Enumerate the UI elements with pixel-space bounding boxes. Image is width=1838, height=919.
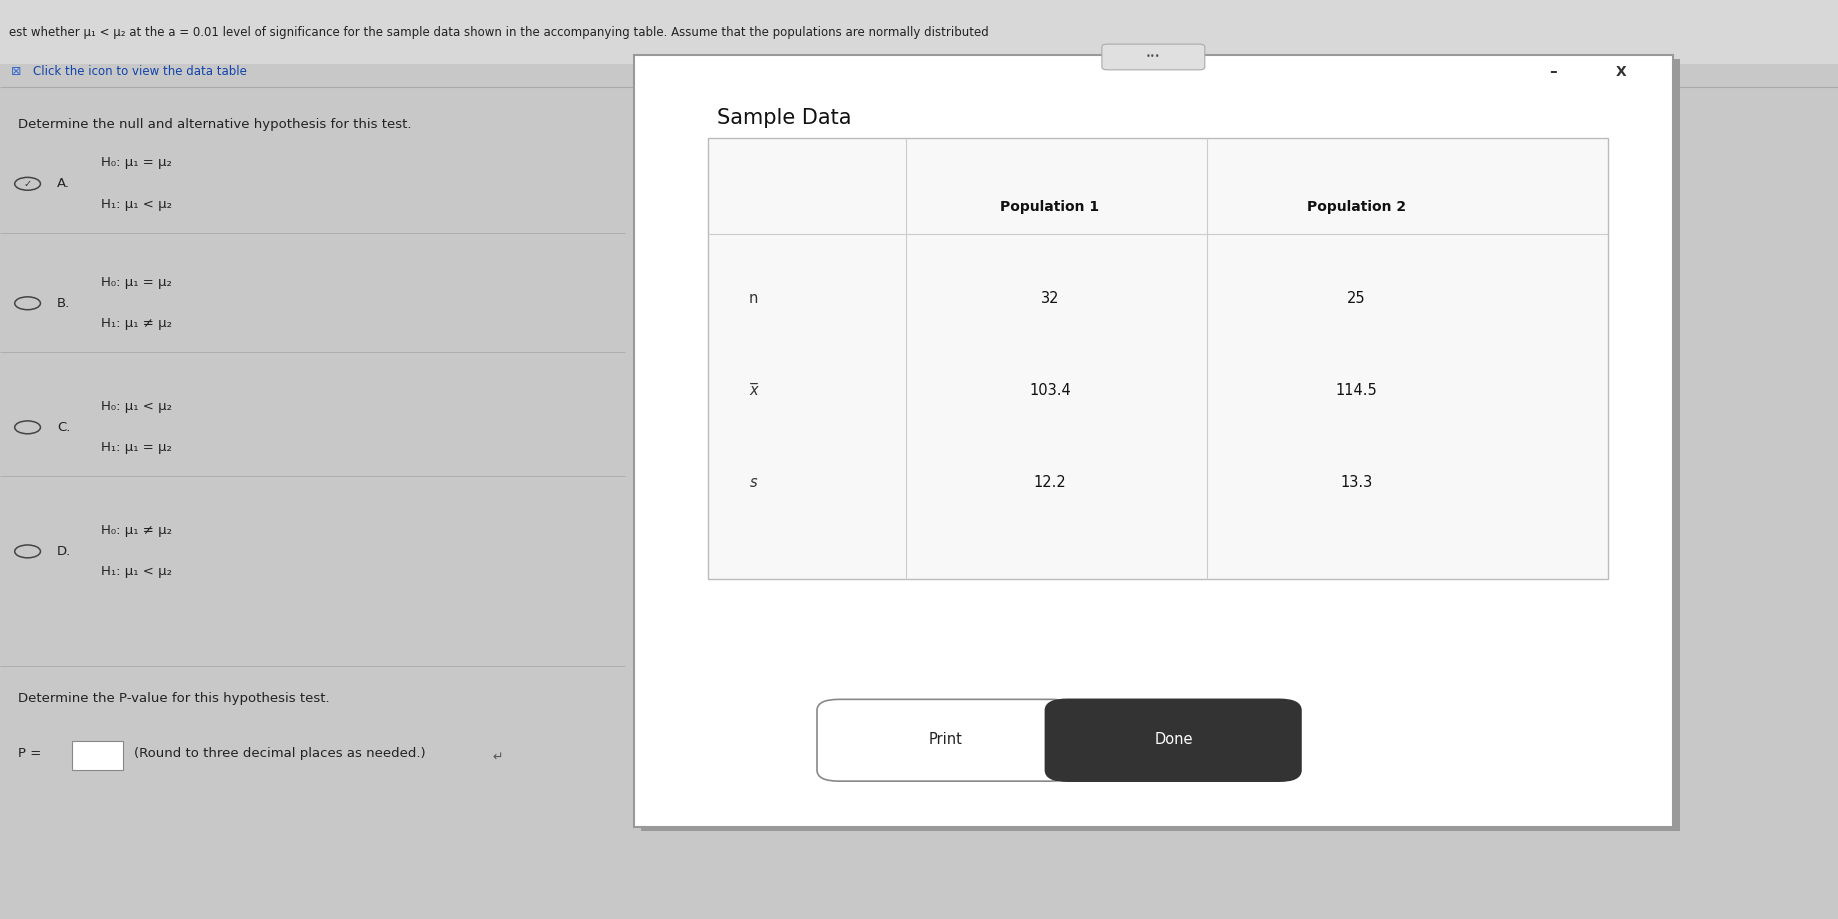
FancyBboxPatch shape (1101, 44, 1206, 70)
Text: –: – (1549, 64, 1557, 79)
Text: (Round to three decimal places as needed.): (Round to three decimal places as needed… (134, 747, 426, 760)
Text: ✓: ✓ (24, 179, 31, 188)
Text: Print: Print (928, 732, 963, 747)
FancyBboxPatch shape (641, 59, 1680, 831)
Text: x̅: x̅ (750, 383, 757, 398)
Text: H₀: μ₁ = μ₂: H₀: μ₁ = μ₂ (101, 156, 173, 169)
Text: H₁: μ₁ ≠ μ₂: H₁: μ₁ ≠ μ₂ (101, 317, 173, 330)
Text: est whether μ₁ < μ₂ at the a = 0.01 level of significance for the sample data sh: est whether μ₁ < μ₂ at the a = 0.01 leve… (9, 26, 989, 39)
Text: s: s (750, 475, 757, 490)
Text: P =: P = (18, 747, 42, 760)
FancyBboxPatch shape (1046, 699, 1301, 781)
Text: Determine the null and alternative hypothesis for this test.: Determine the null and alternative hypot… (18, 118, 412, 130)
Text: 103.4: 103.4 (1029, 383, 1072, 398)
Text: 12.2: 12.2 (1033, 475, 1066, 490)
Text: 25: 25 (1347, 291, 1366, 306)
Text: 32: 32 (1040, 291, 1059, 306)
Text: •••: ••• (1147, 52, 1160, 62)
Text: Population 1: Population 1 (1000, 199, 1099, 214)
Text: H₀: μ₁ < μ₂: H₀: μ₁ < μ₂ (101, 400, 173, 413)
FancyBboxPatch shape (816, 699, 1072, 781)
Text: ↵: ↵ (493, 751, 504, 764)
Text: ⊠: ⊠ (11, 65, 22, 78)
Text: 13.3: 13.3 (1340, 475, 1373, 490)
Text: Done: Done (1154, 732, 1193, 747)
Text: H₀: μ₁ = μ₂: H₀: μ₁ = μ₂ (101, 276, 173, 289)
FancyBboxPatch shape (634, 55, 1673, 827)
FancyBboxPatch shape (0, 0, 1838, 64)
Text: H₁: μ₁ = μ₂: H₁: μ₁ = μ₂ (101, 441, 173, 454)
Text: Sample Data: Sample Data (717, 108, 851, 128)
Text: A.: A. (57, 177, 70, 190)
Text: H₁: μ₁ < μ₂: H₁: μ₁ < μ₂ (101, 198, 173, 210)
Text: B.: B. (57, 297, 70, 310)
FancyBboxPatch shape (708, 138, 1608, 579)
Text: H₀: μ₁ ≠ μ₂: H₀: μ₁ ≠ μ₂ (101, 524, 173, 537)
Text: X: X (1616, 64, 1627, 79)
FancyBboxPatch shape (72, 741, 123, 770)
Text: H₁: μ₁ < μ₂: H₁: μ₁ < μ₂ (101, 565, 173, 578)
Text: 114.5: 114.5 (1334, 383, 1377, 398)
Text: Click the icon to view the data table: Click the icon to view the data table (33, 65, 246, 78)
Text: D.: D. (57, 545, 72, 558)
Text: C.: C. (57, 421, 70, 434)
Text: n: n (748, 291, 759, 306)
Text: Population 2: Population 2 (1307, 199, 1406, 214)
Text: Determine the P-value for this hypothesis test.: Determine the P-value for this hypothesi… (18, 692, 331, 705)
